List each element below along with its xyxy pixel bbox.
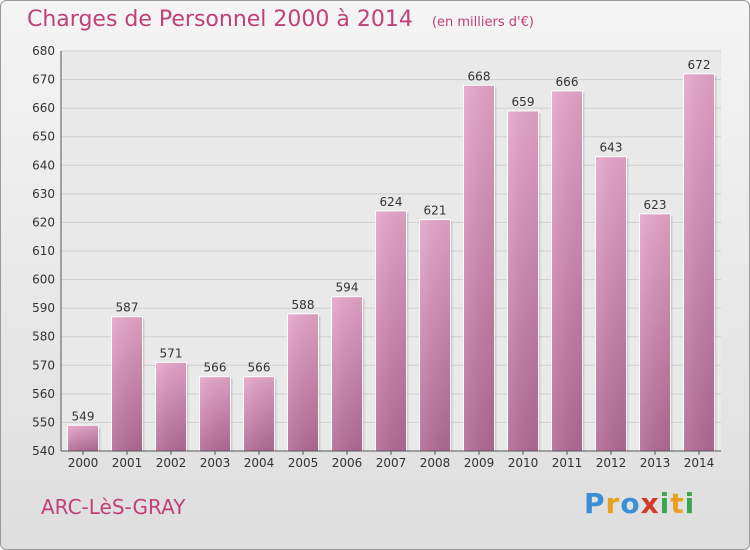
y-tick-label: 660: [32, 101, 55, 115]
y-tick-label: 670: [32, 73, 55, 87]
value-label: 668: [468, 69, 491, 83]
y-tick-label: 630: [32, 187, 55, 201]
value-label: 587: [116, 301, 139, 315]
x-tick-label: 2000: [68, 456, 99, 470]
brand-letter: o: [620, 487, 641, 520]
label-layer: 549 587 571 566 566 588 594 624 621 668 659 666 643 6…: [72, 58, 711, 423]
value-label: 549: [72, 409, 95, 423]
value-label: 659: [512, 95, 535, 109]
brand-letter: r: [605, 487, 621, 520]
bar-sheen: [551, 91, 583, 451]
x-tick-label: 2014: [684, 456, 715, 470]
y-tick-label: 610: [32, 244, 55, 258]
y-tick-label: 640: [32, 158, 55, 172]
y-tick-label: 570: [32, 358, 55, 372]
bar-sheen: [331, 296, 363, 451]
y-tick-label: 580: [32, 330, 55, 344]
value-label: 643: [600, 141, 623, 155]
x-tick-label: 2009: [464, 456, 495, 470]
x-tick-label: 2007: [376, 456, 407, 470]
value-label: 666: [556, 75, 579, 89]
bar-sheen: [683, 73, 715, 451]
brand-logo: Proxiti: [584, 487, 695, 520]
value-label: 621: [424, 204, 447, 218]
y-tick-label: 620: [32, 215, 55, 229]
axis-layer: 540 550 560 570 580 590 600 610 620 630 640 650 660 6…: [32, 44, 721, 470]
bar-layer: [67, 73, 717, 452]
brand-letter: x: [640, 487, 660, 520]
title-row: Charges de Personnel 2000 à 2014 (en mil…: [27, 7, 534, 32]
bar-sheen: [287, 313, 319, 451]
x-tick-label: 2008: [420, 456, 451, 470]
y-tick-label: 550: [32, 415, 55, 429]
chart-unit-note: (en milliers d'€): [431, 15, 534, 30]
bar-sheen: [111, 316, 143, 451]
x-tick-label: 2002: [156, 456, 187, 470]
y-tick-label: 680: [32, 44, 55, 58]
x-tick-label: 2001: [112, 456, 143, 470]
bar-sheen: [155, 362, 187, 451]
brand-letter: P: [584, 487, 606, 520]
value-label: 571: [160, 346, 183, 360]
bar-sheen: [507, 111, 539, 451]
value-label: 624: [380, 195, 403, 209]
brand-letter: t: [670, 487, 685, 520]
chart-title: Charges de Personnel 2000 à 2014: [27, 7, 413, 32]
bar-sheen: [375, 211, 407, 451]
brand-letter: i: [659, 487, 671, 520]
commune-name: ARC-LèS-GRAY: [41, 495, 186, 519]
x-tick-label: 2005: [288, 456, 319, 470]
y-tick-label: 600: [32, 273, 55, 287]
bar-sheen: [463, 85, 495, 452]
bar-sheen: [67, 425, 99, 451]
y-tick-label: 560: [32, 387, 55, 401]
value-label: 588: [292, 298, 315, 312]
brand-letter: i: [684, 487, 696, 520]
bar-sheen: [199, 376, 231, 451]
value-label: 594: [336, 281, 359, 295]
x-tick-label: 2010: [508, 456, 539, 470]
x-tick-label: 2004: [244, 456, 275, 470]
y-tick-label: 650: [32, 130, 55, 144]
bar-sheen: [595, 156, 627, 451]
value-label: 672: [688, 58, 711, 72]
x-tick-label: 2012: [596, 456, 627, 470]
value-label: 566: [248, 361, 271, 375]
y-tick-label: 590: [32, 301, 55, 315]
bar-sheen: [639, 213, 671, 451]
x-tick-label: 2006: [332, 456, 363, 470]
bar-sheen: [243, 376, 275, 451]
x-tick-label: 2011: [552, 456, 583, 470]
x-tick-label: 2013: [640, 456, 671, 470]
value-label: 566: [204, 361, 227, 375]
x-tick-label: 2003: [200, 456, 231, 470]
y-tick-label: 540: [32, 444, 55, 458]
bar-sheen: [419, 219, 451, 451]
value-label: 623: [644, 198, 667, 212]
